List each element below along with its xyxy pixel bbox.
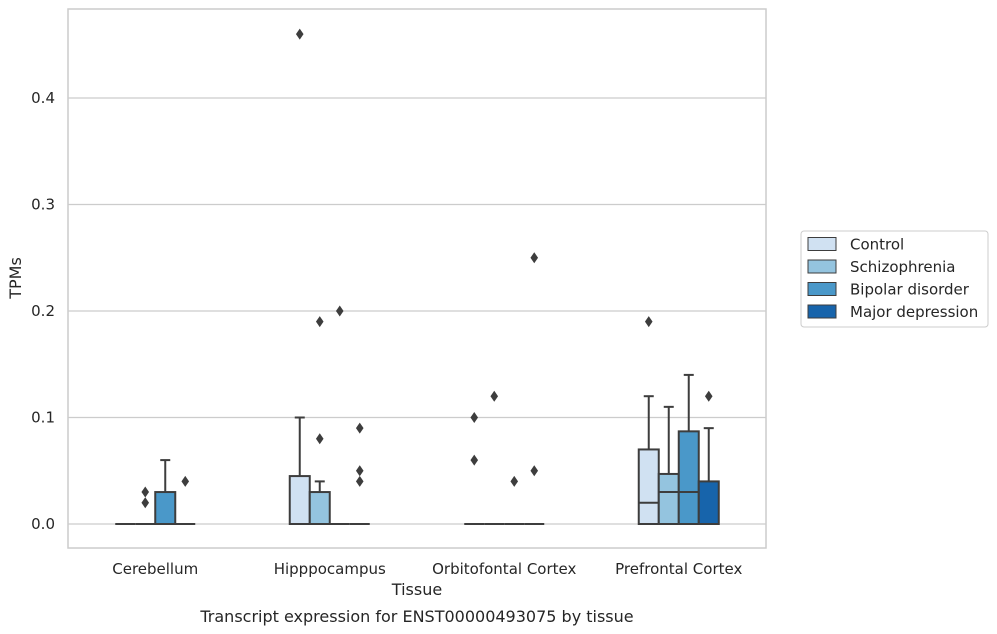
legend-swatch — [807, 282, 837, 296]
y-tick-label: 0.4 — [31, 89, 55, 107]
legend-swatch — [807, 304, 837, 319]
box-group — [524, 252, 545, 525]
box — [637, 448, 660, 526]
x-tick-label: Orbitofontal Cortex — [432, 560, 576, 578]
box — [657, 472, 680, 526]
box — [677, 430, 700, 525]
box-group — [637, 316, 660, 526]
y-tick-label: 0.2 — [31, 302, 55, 320]
y-tick-label: 0.0 — [31, 515, 55, 533]
x-tick-label: Cerebellum — [112, 560, 198, 578]
legend-label: Major depression — [850, 303, 978, 321]
box-group — [329, 305, 350, 525]
y-tick-label: 0.1 — [31, 409, 55, 427]
outlier-point — [335, 305, 344, 317]
y-tick-label: 0.3 — [31, 196, 55, 214]
legend-label: Bipolar disorder — [850, 281, 970, 299]
box — [697, 480, 720, 525]
outlier-point — [470, 454, 479, 466]
x-axis-ticks: Cerebellum Hipppocampus Orbitofontal Corte… — [112, 560, 742, 578]
box-group — [308, 316, 331, 525]
series-control — [115, 28, 660, 526]
outlier-point — [510, 475, 519, 487]
outlier-point — [530, 252, 539, 264]
box-group — [464, 412, 485, 525]
series-bipolar-disorder — [154, 305, 700, 525]
box-group — [677, 373, 700, 525]
legend-label: Schizophrenia — [850, 258, 955, 276]
outlier-point — [295, 28, 304, 40]
legend-swatch — [807, 237, 837, 251]
outlier-point — [315, 316, 324, 328]
x-tick-label: Hipppocampus — [274, 560, 386, 578]
y-axis-ticks: 0.0 0.1 0.2 0.3 0.4 — [31, 89, 55, 533]
legend-item: Bipolar disorder — [807, 281, 970, 299]
outlier-point — [141, 486, 150, 498]
box-group — [657, 405, 680, 526]
outlier-point — [644, 316, 653, 328]
legend-item: Schizophrenia — [807, 258, 955, 276]
outlier-point — [470, 412, 479, 423]
outlier-point — [704, 390, 713, 402]
series-major-depression — [175, 252, 720, 525]
box-series — [115, 28, 720, 526]
outlier-point — [181, 475, 190, 487]
box-group — [135, 486, 156, 525]
plot-area-frame — [67, 8, 767, 549]
y-axis-label: TPMs — [6, 257, 25, 300]
gridlines — [68, 97, 766, 525]
series-schizophrenia — [135, 316, 680, 526]
legend: Control Schizophrenia Bipolar disorder Majo… — [800, 230, 989, 328]
outlier-point — [315, 433, 324, 445]
box-group — [175, 475, 196, 525]
outlier-point — [490, 390, 499, 402]
box-group — [697, 390, 720, 525]
outlier-point — [355, 422, 364, 434]
legend-item: Major depression — [807, 303, 978, 321]
x-axis-label: Tissue — [391, 580, 442, 599]
box-group — [154, 459, 177, 525]
outlier-point — [530, 465, 539, 477]
box-group — [504, 475, 525, 525]
outlier-point — [355, 475, 364, 487]
outlier-point — [355, 465, 364, 477]
box-group — [288, 28, 311, 526]
box — [288, 475, 311, 526]
legend-frame — [800, 230, 989, 328]
legend-label: Control — [850, 236, 904, 254]
box-group — [349, 422, 370, 525]
chart-caption: Transcript expression for ENST0000049307… — [199, 607, 633, 626]
x-tick-label: Prefrontal Cortex — [615, 560, 742, 578]
box-group — [484, 390, 505, 525]
box — [308, 491, 331, 525]
legend-item: Control — [807, 236, 904, 254]
outlier-point — [141, 497, 150, 509]
box — [154, 491, 177, 525]
legend-swatch — [807, 259, 837, 274]
